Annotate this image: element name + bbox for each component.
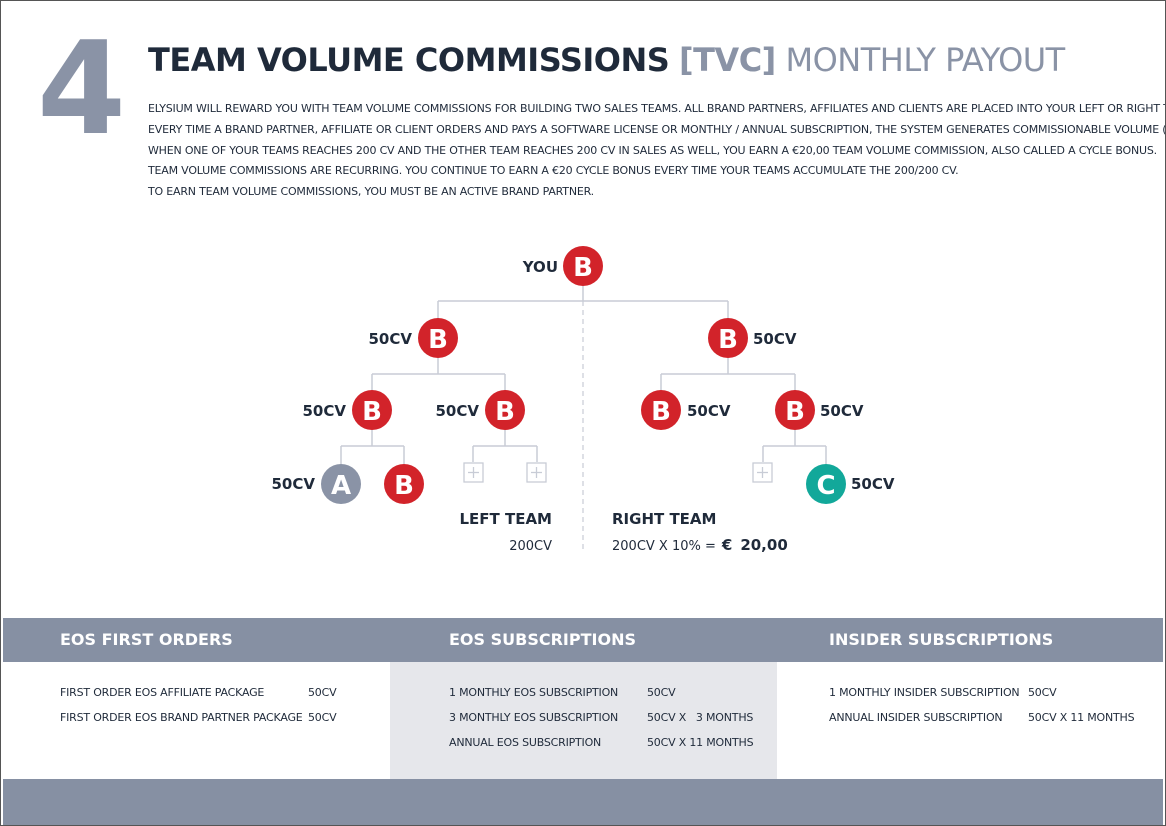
node-letter: B xyxy=(428,325,448,355)
node-letter: B xyxy=(651,397,671,427)
subscription-cv: 50CV xyxy=(647,686,676,699)
insider-cv: 50CV X 11 MONTHS xyxy=(1028,711,1135,724)
node-letter: B xyxy=(718,325,738,355)
affiliate-node xyxy=(321,464,361,504)
node-letter: B xyxy=(573,253,593,283)
intro-line: TO EARN TEAM VOLUME COMMISSIONS, YOU MUS… xyxy=(148,185,594,199)
order-item: FIRST ORDER EOS AFFILIATE PACKAGE xyxy=(60,686,265,699)
cv-label: 50CV xyxy=(272,475,316,493)
node-letter: C xyxy=(816,471,835,501)
order-item: FIRST ORDER EOS BRAND PARTNER PACKAGE xyxy=(60,711,303,724)
subscription-cv: 50CV X 3 MONTHS xyxy=(647,711,754,724)
partner-node xyxy=(485,390,525,430)
intro-text: ELYSIUM WILL REWARD YOU WITH TEAM VOLUME… xyxy=(148,99,1166,203)
cv-label: 50CV xyxy=(753,330,797,348)
cv-label: 50CV xyxy=(851,475,895,493)
column-heading: INSIDER SUBSCRIPTIONS xyxy=(829,630,1054,649)
title-subtitle: MONTHLY PAYOUT xyxy=(785,41,1065,79)
left-team-value: 200CV xyxy=(509,539,552,554)
right-team-label: RIGHT TEAM xyxy=(612,510,716,528)
order-cv: 50CV xyxy=(308,711,337,724)
insider-item: ANNUAL INSIDER SUBSCRIPTION xyxy=(829,711,1003,724)
subscription-cv: 50CV X 11 MONTHS xyxy=(647,736,754,749)
right-partner-node xyxy=(708,318,748,358)
cv-label: 50CV xyxy=(687,402,731,420)
intro-line: TEAM VOLUME COMMISSIONS ARE RECURRING. Y… xyxy=(148,164,959,178)
right-team-value: 200CV X 10% = €20,00 xyxy=(612,536,788,554)
page-title: TEAM VOLUME COMMISSIONS [TVC] MONTHLY PA… xyxy=(148,41,1065,79)
title-abbreviation: [TVC] xyxy=(678,41,776,79)
partner-node xyxy=(775,390,815,430)
intro-line: WHEN ONE OF YOUR TEAMS REACHES 200 CV AN… xyxy=(148,143,1157,157)
partner-node xyxy=(352,390,392,430)
partner-node xyxy=(641,390,681,430)
cv-label: 50CV xyxy=(820,402,864,420)
insider-cv: 50CV xyxy=(1028,686,1057,699)
euro-symbol: € xyxy=(721,536,732,554)
intro-line: EVERY TIME A BRAND PARTNER, AFFILIATE OR… xyxy=(148,122,1166,136)
right-team-amount: 20,00 xyxy=(740,536,787,554)
column-heading: EOS FIRST ORDERS xyxy=(60,630,233,649)
node-letter: B xyxy=(362,397,382,427)
subscription-item: 3 MONTHLY EOS SUBSCRIPTION xyxy=(449,711,619,724)
plus-icon xyxy=(752,462,773,483)
plus-icon xyxy=(526,462,547,483)
right-team-calc: 200CV X 10% = xyxy=(612,539,716,554)
subscription-item: ANNUAL EOS SUBSCRIPTION xyxy=(449,736,602,749)
team-tree-diagram: YOU B 50CV B B 50CV 50CV B 50CV B B 50CV… xyxy=(272,246,895,554)
left-partner-node xyxy=(418,318,458,358)
column-heading: EOS SUBSCRIPTIONS xyxy=(449,630,636,649)
plus-icon xyxy=(463,462,484,483)
left-team-label: LEFT TEAM xyxy=(459,510,552,528)
root-node xyxy=(563,246,603,286)
cv-label: 50CV xyxy=(303,402,347,420)
partner-node xyxy=(384,464,424,504)
title-main: TEAM VOLUME COMMISSIONS xyxy=(148,41,670,79)
cv-label: 50CV xyxy=(369,330,413,348)
subscription-item: 1 MONTHLY EOS SUBSCRIPTION xyxy=(449,686,619,699)
client-node xyxy=(806,464,846,504)
order-cv: 50CV xyxy=(308,686,337,699)
node-letter: B xyxy=(495,397,515,427)
node-letter: A xyxy=(331,471,351,501)
intro-line: ELYSIUM WILL REWARD YOU WITH TEAM VOLUME… xyxy=(148,102,1166,115)
node-letter: B xyxy=(785,397,805,427)
footer-header-bar xyxy=(3,618,1163,662)
cv-label: 50CV xyxy=(436,402,480,420)
insider-item: 1 MONTHLY INSIDER SUBSCRIPTION xyxy=(829,686,1020,699)
section-number: 4 xyxy=(37,15,126,164)
footer-bottom-bar xyxy=(3,779,1163,825)
subscriptions-column-background xyxy=(390,662,777,779)
you-label: YOU xyxy=(522,258,558,276)
node-letter: B xyxy=(394,471,414,501)
